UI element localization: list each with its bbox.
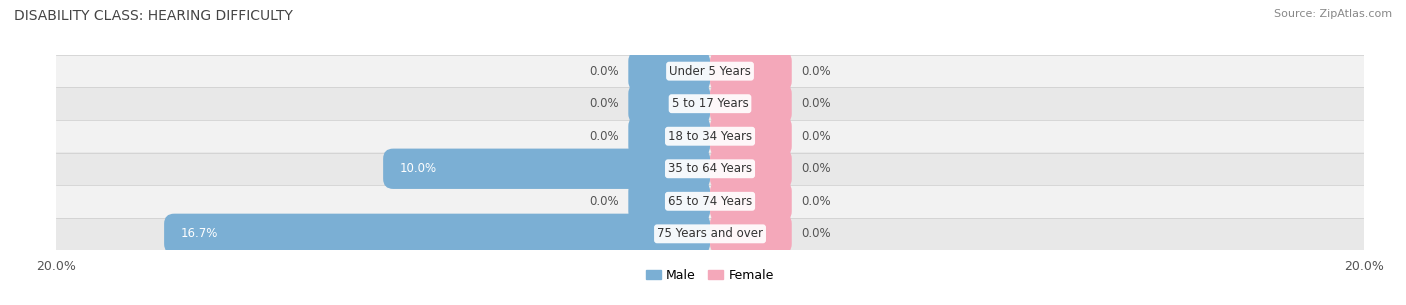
FancyBboxPatch shape: [165, 214, 710, 254]
Bar: [56, 88, 1364, 120]
Text: 0.0%: 0.0%: [801, 130, 831, 143]
Text: 0.0%: 0.0%: [801, 65, 831, 78]
FancyBboxPatch shape: [628, 181, 710, 221]
FancyBboxPatch shape: [710, 149, 792, 189]
FancyBboxPatch shape: [710, 51, 792, 91]
Text: 10.0%: 10.0%: [399, 162, 437, 175]
Text: Under 5 Years: Under 5 Years: [669, 65, 751, 78]
Text: 35 to 64 Years: 35 to 64 Years: [668, 162, 752, 175]
Text: 0.0%: 0.0%: [589, 130, 619, 143]
Text: 0.0%: 0.0%: [589, 97, 619, 110]
Text: 65 to 74 Years: 65 to 74 Years: [668, 195, 752, 208]
Bar: [56, 152, 1364, 185]
Text: 5 to 17 Years: 5 to 17 Years: [672, 97, 748, 110]
FancyBboxPatch shape: [710, 116, 792, 156]
Text: 0.0%: 0.0%: [589, 195, 619, 208]
Text: 18 to 34 Years: 18 to 34 Years: [668, 130, 752, 143]
Text: 0.0%: 0.0%: [801, 162, 831, 175]
Bar: [56, 55, 1364, 88]
FancyBboxPatch shape: [628, 84, 710, 124]
Text: 75 Years and over: 75 Years and over: [657, 227, 763, 240]
FancyBboxPatch shape: [710, 84, 792, 124]
Legend: Male, Female: Male, Female: [641, 264, 779, 287]
FancyBboxPatch shape: [628, 116, 710, 156]
Text: 0.0%: 0.0%: [801, 227, 831, 240]
Text: 16.7%: 16.7%: [180, 227, 218, 240]
FancyBboxPatch shape: [628, 51, 710, 91]
Text: DISABILITY CLASS: HEARING DIFFICULTY: DISABILITY CLASS: HEARING DIFFICULTY: [14, 9, 292, 23]
FancyBboxPatch shape: [382, 149, 710, 189]
Text: 0.0%: 0.0%: [801, 195, 831, 208]
FancyBboxPatch shape: [710, 181, 792, 221]
Text: Source: ZipAtlas.com: Source: ZipAtlas.com: [1274, 9, 1392, 19]
Bar: [56, 185, 1364, 217]
Bar: [56, 217, 1364, 250]
Bar: [56, 120, 1364, 152]
Text: 0.0%: 0.0%: [589, 65, 619, 78]
Text: 0.0%: 0.0%: [801, 97, 831, 110]
FancyBboxPatch shape: [710, 214, 792, 254]
